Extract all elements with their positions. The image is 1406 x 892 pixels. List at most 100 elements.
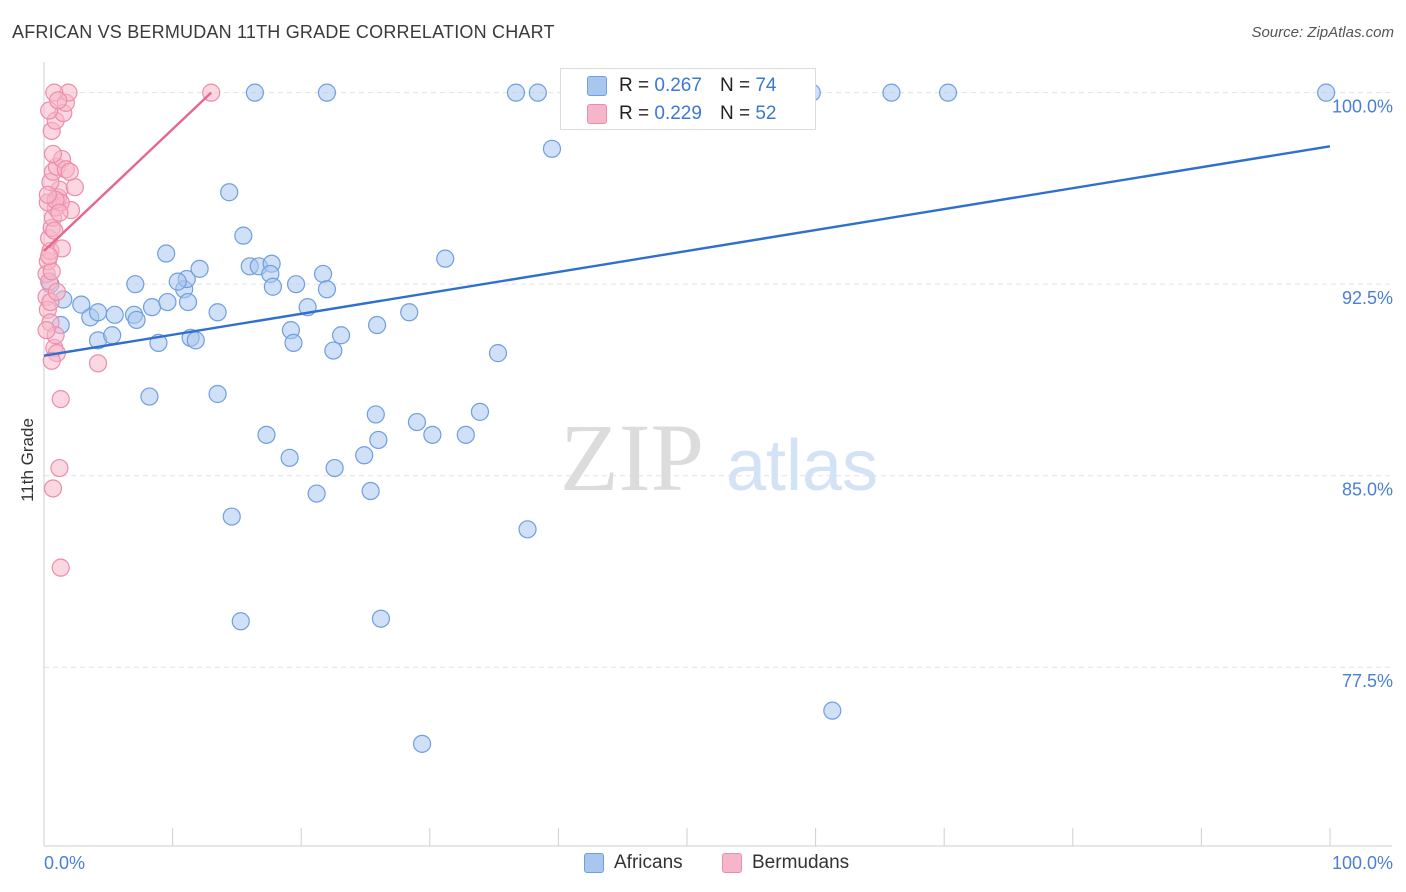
trend-layer — [43, 91, 1331, 357]
african-point — [823, 701, 842, 720]
african-point — [88, 303, 108, 322]
grid-layer — [44, 92, 1392, 668]
x-tick-label-min: 0.0% — [44, 853, 85, 873]
african-point — [366, 405, 385, 424]
african-point — [456, 425, 475, 444]
legend-bermudans-label: Bermudans — [752, 852, 850, 873]
african-point — [488, 344, 508, 363]
bermudan-point — [47, 282, 66, 301]
african-point — [222, 507, 241, 526]
african-point — [400, 303, 419, 322]
african-point — [325, 458, 344, 478]
y-tick-label: 77.5% — [1342, 671, 1393, 691]
african-point — [103, 326, 122, 345]
bermudan-point — [43, 479, 63, 498]
y-tick-label: 100.0% — [1332, 97, 1393, 117]
bermudan-point — [45, 221, 64, 240]
bermudan-point — [65, 178, 84, 197]
african-point — [263, 277, 283, 296]
african-point — [882, 83, 901, 102]
bermudan-point — [40, 246, 59, 266]
african-point — [126, 275, 145, 294]
african-point — [324, 341, 343, 360]
african-point — [361, 481, 380, 501]
bermudans-n-label: N = — [719, 103, 751, 124]
african-point — [470, 402, 490, 421]
axis-layer — [43, 62, 1392, 847]
african-point — [234, 226, 253, 245]
african-point — [307, 484, 326, 503]
bermudan-point — [37, 321, 56, 340]
african-point — [220, 183, 239, 202]
african-point — [518, 520, 537, 539]
african-point — [367, 315, 387, 335]
bermudan-point — [43, 144, 63, 164]
african-point — [245, 83, 265, 102]
bermudan-point — [42, 351, 61, 370]
african-point — [168, 272, 187, 291]
african-point — [423, 425, 442, 444]
african-point — [157, 244, 176, 263]
watermark-atlas: atlas — [726, 426, 878, 506]
africans-trendline — [43, 145, 1331, 357]
african-point — [542, 139, 562, 158]
african-point — [938, 83, 958, 102]
african-point — [317, 83, 337, 102]
bermudan-point — [42, 262, 61, 281]
african-point — [178, 292, 198, 312]
african-point — [140, 387, 159, 406]
african-point — [407, 412, 427, 432]
bermudans-r-value: 0.229 — [654, 103, 702, 124]
africans-n-label: N = — [719, 75, 751, 96]
tick-labels: 77.5% 85.0% 92.5% 100.0% 0.0% 100.0% — [44, 97, 1393, 873]
legend-africans-label: Africans — [614, 852, 683, 873]
african-point — [371, 609, 391, 628]
african-point — [127, 310, 146, 330]
bermudans-swatch — [587, 104, 607, 124]
stats-legend: R = 0.267 N = 74 R = 0.229 N = 52 — [560, 68, 816, 130]
bermudan-point — [51, 389, 70, 409]
african-point — [286, 275, 306, 294]
african-point — [528, 83, 547, 102]
legend-africans-swatch — [584, 853, 604, 873]
bottom-legend: Africans Bermudans — [0, 852, 1406, 876]
bermudan-point — [51, 558, 70, 577]
african-point — [208, 303, 227, 322]
bermudan-point — [50, 458, 69, 478]
stats-row-africans: R = 0.267 N = 74 — [561, 72, 776, 100]
african-point — [72, 295, 91, 314]
legend-item-bermudans[interactable]: Bermudans — [722, 852, 849, 874]
african-point — [142, 298, 162, 317]
stats-row-bermudans: R = 0.229 N = 52 — [561, 100, 776, 128]
african-point — [158, 292, 177, 312]
bermudans-r-label: R = — [619, 103, 650, 124]
african-point — [331, 326, 351, 345]
african-point — [369, 430, 388, 450]
african-point — [1317, 83, 1336, 102]
africans-r-value: 0.267 — [654, 75, 702, 96]
y-tick-label: 92.5% — [1342, 288, 1393, 308]
bermudan-point — [50, 203, 69, 222]
bermudans-trendline — [43, 91, 213, 252]
african-point — [284, 333, 303, 353]
african-point — [257, 425, 276, 444]
africans-n-value: 74 — [755, 75, 777, 96]
legend-item-africans[interactable]: Africans — [584, 852, 683, 874]
african-point — [317, 280, 337, 299]
chart-title: AFRICAN VS BERMUDAN 11TH GRADE CORRELATI… — [12, 22, 555, 42]
african-point — [105, 305, 124, 324]
african-point — [208, 384, 227, 404]
african-point — [186, 331, 205, 350]
bermudan-point — [38, 185, 57, 204]
chart-source: Source: ZipAtlas.com — [1251, 24, 1394, 41]
watermark: ZIP atlas — [560, 404, 878, 511]
bermudan-point — [60, 162, 79, 181]
african-point — [280, 448, 299, 467]
african-point — [436, 249, 455, 268]
africans-swatch — [587, 76, 607, 96]
african-point — [190, 259, 209, 278]
african-point — [506, 83, 526, 102]
african-point — [231, 612, 250, 631]
african-point — [313, 264, 333, 284]
